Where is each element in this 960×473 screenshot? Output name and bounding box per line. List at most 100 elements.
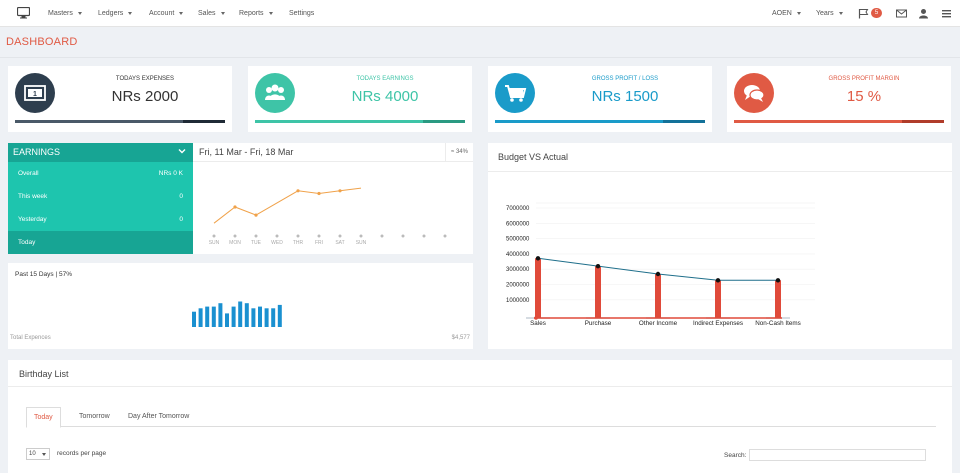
stat-progress-bar xyxy=(255,120,465,123)
tab-tomorrow[interactable]: Tomorrow xyxy=(79,413,110,420)
birthday-tabs: Today Tomorrow Day After Tomorrow xyxy=(26,407,936,428)
tab-day-after-tomorrow[interactable]: Day After Tomorrow xyxy=(128,413,190,420)
chevron-down-icon xyxy=(179,11,184,15)
records-per-page-label: records per page xyxy=(57,450,107,457)
stat-card-expenses: 1 TODAYS EXPENSES NRs 2000 xyxy=(8,66,232,132)
stat-label: TODAYS EARNINGS xyxy=(356,76,414,82)
earnings-row-today[interactable]: Today xyxy=(8,231,193,254)
budget-bar xyxy=(655,274,661,318)
y-tick-label: 2000000 xyxy=(506,283,530,289)
earnings-header[interactable]: EARNINGS xyxy=(8,143,193,162)
earnings-row-overall[interactable]: Overall NRs 0 K xyxy=(18,170,183,177)
user-icon[interactable] xyxy=(918,8,929,19)
stat-card-earnings: TODAYS EARNINGS NRs 4000 xyxy=(248,66,472,132)
chevron-down-icon xyxy=(268,11,273,15)
day-label: MON xyxy=(229,240,241,246)
svg-text:1: 1 xyxy=(33,91,37,98)
past-15-bar xyxy=(264,308,269,327)
y-tick-label: 1000000 xyxy=(506,298,530,304)
axis-dot xyxy=(443,234,447,238)
past-15-bar xyxy=(205,306,210,327)
monitor-icon[interactable] xyxy=(17,7,30,19)
y-tick-label: 4000000 xyxy=(506,252,530,258)
budget-baseline-point xyxy=(534,316,538,320)
nav-account[interactable]: Account xyxy=(149,0,184,27)
budget-bar xyxy=(715,280,721,318)
cart-icon xyxy=(495,73,535,113)
weekly-line-point xyxy=(338,189,342,193)
axis-dot xyxy=(275,234,279,238)
stat-label: GROSS PROFIT / LOSS xyxy=(591,76,659,82)
past-15-bar xyxy=(218,303,223,327)
envelope-icon[interactable] xyxy=(896,8,907,19)
years-dropdown[interactable]: Years xyxy=(816,0,843,27)
actual-line-point xyxy=(535,256,541,261)
records-per-page-select[interactable]: 10 xyxy=(26,448,50,460)
x-tick-label: Other Income xyxy=(639,320,678,327)
earnings-title: EARNINGS xyxy=(13,147,61,157)
stat-card-profit-margin: GROSS PROFIT MARGIN 15 % xyxy=(727,66,951,132)
nav-masters[interactable]: Masters xyxy=(48,0,82,27)
past-15-bar xyxy=(277,304,282,327)
weekly-line-chart: SUN MON TUE WED THR FRI SAT SUN xyxy=(209,187,447,246)
past-15-bar xyxy=(225,313,229,327)
chevron-down-icon xyxy=(42,453,46,456)
stat-card-gross-profit: GROSS PROFIT / LOSS NRs 1500 xyxy=(488,66,712,132)
stat-value: NRs 4000 xyxy=(351,88,419,105)
chevron-down-icon[interactable] xyxy=(178,147,186,155)
money-icon: 1 xyxy=(15,73,55,113)
company-dropdown[interactable]: AOEN xyxy=(772,0,801,27)
stat-value: NRs 2000 xyxy=(111,88,179,105)
tab-today[interactable]: Today xyxy=(26,407,61,428)
birthday-title: Birthday List xyxy=(19,369,69,379)
x-tick-label: Sales xyxy=(530,320,546,327)
stat-value: NRs 1500 xyxy=(591,88,659,105)
actual-line-point xyxy=(595,263,601,269)
notification-badge[interactable]: 5 xyxy=(871,8,882,18)
axis-dot xyxy=(401,234,405,238)
y-tick-label: 5000000 xyxy=(506,237,530,243)
comments-icon xyxy=(734,73,774,113)
menu-icon[interactable] xyxy=(941,8,952,19)
chevron-down-icon xyxy=(77,11,82,15)
stat-value: 15 % xyxy=(846,88,882,105)
nav-sales[interactable]: Sales xyxy=(198,0,225,27)
past-15-bar xyxy=(238,301,243,327)
past-15-bar xyxy=(251,308,256,327)
chevron-down-icon xyxy=(220,11,225,15)
day-label: SUN xyxy=(356,240,367,246)
birthday-list-panel: Birthday List Today Tomorrow Day After T… xyxy=(8,360,952,473)
stat-progress-bar xyxy=(734,120,944,123)
weekly-line-point xyxy=(317,191,321,196)
past-15-bar xyxy=(192,311,196,327)
actual-line-point xyxy=(775,278,781,283)
past-15-bar xyxy=(211,306,216,327)
date-range-label[interactable]: Fri, 11 Mar - Fri, 18 Mar xyxy=(199,147,294,157)
total-expenses-label: Total Expences xyxy=(10,335,51,341)
axis-dot xyxy=(296,234,300,238)
y-tick-label: 3000000 xyxy=(506,267,530,273)
search-input[interactable] xyxy=(749,449,926,461)
nav-ledgers[interactable]: Ledgers xyxy=(98,0,133,27)
axis-dot xyxy=(233,234,237,238)
budget-bar xyxy=(775,280,781,318)
nav-settings[interactable]: Settings xyxy=(289,10,315,17)
chevron-down-icon xyxy=(796,11,801,15)
weekly-line-series xyxy=(213,187,362,224)
past-15-bar-chart xyxy=(192,301,282,327)
day-label: FRI xyxy=(315,240,323,246)
earnings-row-yesterday[interactable]: Yesterday 0 xyxy=(18,216,183,223)
earnings-row-this-week[interactable]: This week 0 xyxy=(18,193,183,200)
nav-reports[interactable]: Reports xyxy=(239,0,273,27)
chevron-down-icon xyxy=(838,11,843,15)
users-icon xyxy=(255,73,295,113)
past-15-bar xyxy=(258,306,262,327)
axis-dot xyxy=(317,234,321,238)
earnings-menu: EARNINGS Overall NRs 0 K This week 0 Yeste… xyxy=(8,143,193,254)
stat-label: GROSS PROFIT MARGIN xyxy=(828,76,900,82)
stat-progress-bar xyxy=(495,120,705,123)
day-label: WED xyxy=(271,240,283,246)
flag-icon[interactable] xyxy=(858,8,869,19)
x-tick-label: Indirect Expenses xyxy=(693,320,743,327)
axis-dot xyxy=(422,234,426,238)
